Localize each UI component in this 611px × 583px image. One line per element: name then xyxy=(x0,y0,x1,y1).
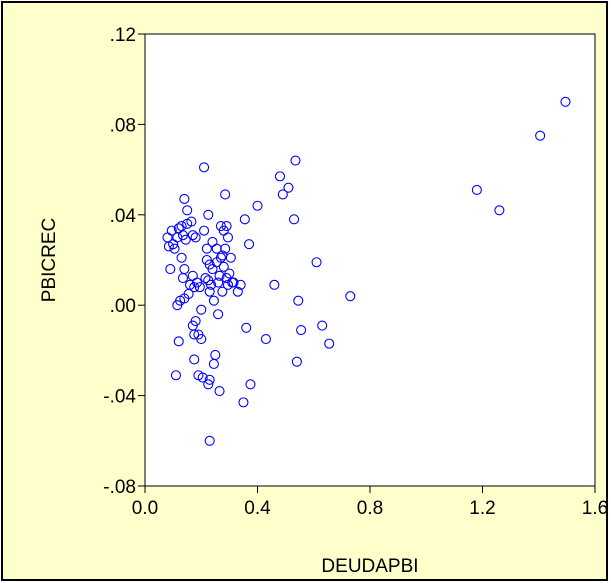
x-tick-label: 0.0 xyxy=(132,498,158,519)
data-point xyxy=(239,214,250,225)
data-point xyxy=(186,216,197,227)
data-point xyxy=(180,234,191,245)
data-point xyxy=(235,279,246,290)
data-point xyxy=(277,189,288,200)
y-tick-label: -.04 xyxy=(103,387,136,408)
data-point xyxy=(170,370,181,381)
x-tick-labels: 0.0 0.4 0.8 1.2 1.6 xyxy=(132,498,608,519)
data-point xyxy=(228,277,239,288)
data-point xyxy=(203,379,214,390)
data-point xyxy=(213,309,224,320)
data-point xyxy=(169,243,180,254)
axis-ticks xyxy=(138,33,596,493)
data-point xyxy=(211,243,222,254)
data-point xyxy=(213,277,224,288)
x-tick-label: 1.6 xyxy=(582,498,608,519)
y-tick-label: -.08 xyxy=(103,477,136,498)
data-point xyxy=(166,225,177,236)
x-tick-label: 0.4 xyxy=(244,498,271,519)
data-point xyxy=(199,162,210,173)
data-point xyxy=(241,322,252,333)
data-point xyxy=(200,273,211,284)
data-point xyxy=(293,295,304,306)
data-point xyxy=(221,221,232,232)
data-point xyxy=(208,295,219,306)
data-point xyxy=(204,286,215,297)
data-point xyxy=(290,155,301,166)
data-point xyxy=(176,252,187,263)
data-point xyxy=(214,270,225,281)
data-point xyxy=(291,356,302,367)
data-point xyxy=(187,230,198,241)
data-point xyxy=(203,209,214,220)
data-point xyxy=(194,282,205,293)
data-point xyxy=(560,96,571,107)
data-point xyxy=(245,379,256,390)
data-point xyxy=(179,193,190,205)
data-point xyxy=(182,205,193,216)
data-point xyxy=(471,184,482,195)
scatter-plot: -.08 -.04 .00 .04 .08 .12 0.0 0.4 0.8 1.2 1.6 DEU… xyxy=(39,25,608,577)
data-point xyxy=(225,252,236,263)
data-point xyxy=(222,232,234,243)
data-point xyxy=(206,279,217,290)
data-point xyxy=(210,349,221,360)
y-tick-labels: -.08 -.04 .00 .04 .08 .12 xyxy=(103,25,136,498)
data-point xyxy=(199,225,210,236)
data-point xyxy=(165,263,176,275)
data-point xyxy=(220,243,231,254)
x-axis-title: DEUDAPBI xyxy=(321,556,418,577)
data-point xyxy=(535,130,546,141)
data-point xyxy=(311,257,322,268)
data-point xyxy=(289,214,300,225)
data-point xyxy=(324,338,335,349)
data-point xyxy=(296,325,307,336)
data-point xyxy=(189,354,200,365)
data-point xyxy=(217,286,228,297)
data-point xyxy=(215,252,226,263)
y-tick-label: .12 xyxy=(110,25,136,46)
data-point xyxy=(189,329,200,340)
data-point xyxy=(218,261,229,272)
data-points xyxy=(162,96,571,446)
y-tick-label: .08 xyxy=(110,115,136,136)
data-point xyxy=(201,243,212,254)
data-point xyxy=(197,372,208,383)
y-axis-title: PBICREC xyxy=(39,218,60,302)
data-point xyxy=(196,304,207,315)
data-point xyxy=(190,315,201,327)
x-tick-label: 1.2 xyxy=(469,498,495,519)
data-point xyxy=(494,205,505,216)
y-tick-label: .04 xyxy=(110,206,137,227)
data-point xyxy=(252,200,263,211)
data-point xyxy=(196,334,207,345)
data-point xyxy=(238,397,249,408)
plot-area xyxy=(144,33,596,487)
data-point xyxy=(220,189,231,200)
data-point xyxy=(345,291,356,302)
x-tick-label: 0.8 xyxy=(357,498,383,519)
data-point xyxy=(190,232,201,243)
data-point xyxy=(260,334,271,345)
data-point xyxy=(204,374,215,385)
data-point xyxy=(204,435,215,446)
data-point xyxy=(269,279,280,290)
data-point xyxy=(244,239,255,250)
data-point xyxy=(224,268,235,279)
data-point xyxy=(173,336,184,347)
data-point xyxy=(274,171,286,182)
data-point xyxy=(177,273,189,284)
data-point xyxy=(317,320,328,331)
y-tick-label: .00 xyxy=(110,296,136,317)
data-point xyxy=(232,286,243,297)
data-point xyxy=(283,182,294,193)
data-point xyxy=(214,386,225,397)
